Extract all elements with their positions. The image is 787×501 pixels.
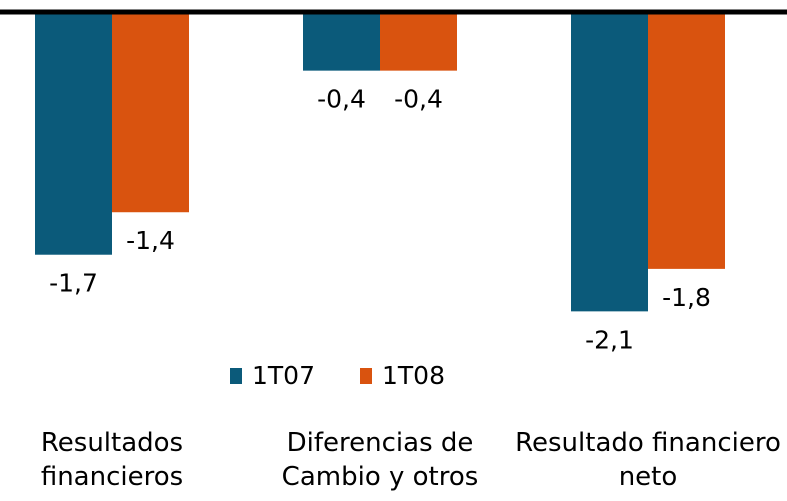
bar (303, 14, 380, 71)
bar (571, 14, 648, 312)
category-label: Diferencias de Cambio y otros (281, 428, 479, 492)
bar (380, 14, 457, 71)
data-label: -0,4 (394, 85, 443, 114)
data-label: -0,4 (317, 85, 366, 114)
bar (112, 14, 189, 213)
bar (35, 14, 112, 255)
bar (648, 14, 725, 269)
data-label: -1,8 (662, 283, 711, 312)
legend-label: 1T08 (382, 361, 445, 390)
legend-swatch (360, 368, 372, 384)
legend-label: 1T07 (252, 361, 315, 390)
category-label: Resultados financieros (40, 428, 184, 492)
legend-swatch (230, 368, 242, 384)
data-label: -1,4 (126, 226, 175, 255)
data-label: -1,7 (49, 269, 98, 298)
category-label: Resultado financiero neto (515, 428, 781, 492)
data-label: -2,1 (585, 325, 634, 354)
